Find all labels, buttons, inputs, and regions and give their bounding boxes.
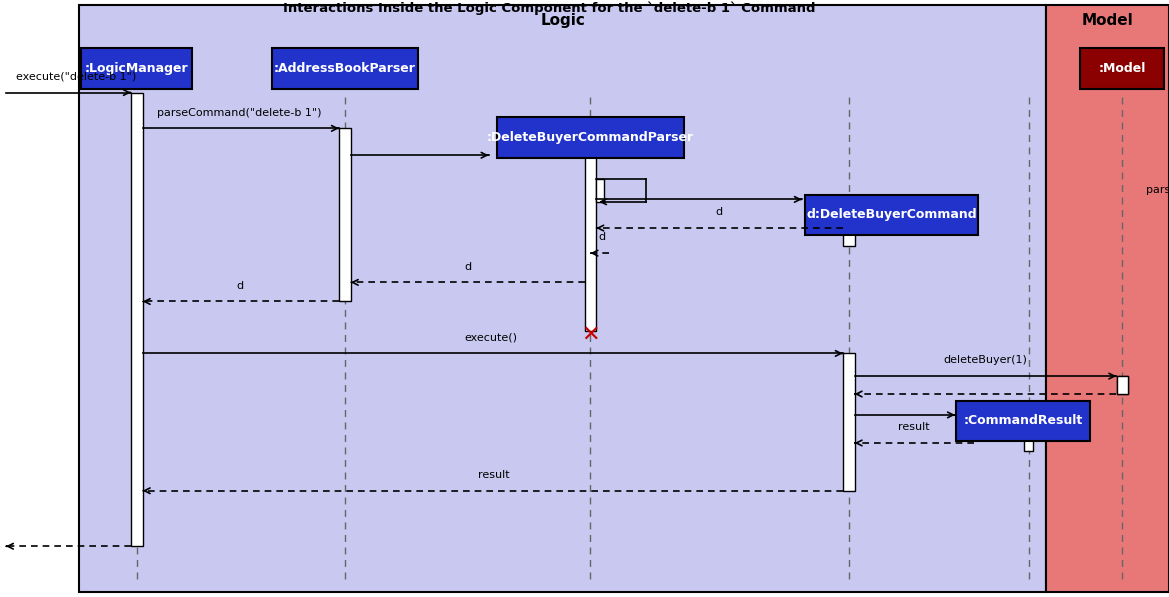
Text: :LogicManager: :LogicManager	[85, 62, 188, 75]
Text: parse("1"): parse("1")	[1147, 186, 1169, 195]
FancyBboxPatch shape	[271, 48, 417, 89]
FancyBboxPatch shape	[339, 128, 351, 301]
Text: :Model: :Model	[1099, 62, 1146, 75]
Text: d: d	[464, 261, 471, 272]
Text: d:DeleteBuyerCommand: d:DeleteBuyerCommand	[807, 208, 977, 221]
Text: :CommandResult: :CommandResult	[963, 414, 1082, 427]
Text: execute(): execute()	[464, 333, 518, 343]
FancyBboxPatch shape	[1046, 5, 1169, 592]
FancyBboxPatch shape	[595, 179, 603, 202]
FancyBboxPatch shape	[131, 93, 143, 546]
FancyBboxPatch shape	[805, 195, 978, 235]
FancyBboxPatch shape	[1116, 376, 1127, 394]
Text: d: d	[236, 281, 243, 291]
Text: Interactions Inside the Logic Component for the `delete-b 1` Command: Interactions Inside the Logic Component …	[283, 1, 816, 15]
Text: result: result	[477, 470, 510, 480]
FancyBboxPatch shape	[843, 199, 855, 246]
FancyBboxPatch shape	[584, 155, 596, 331]
Text: result: result	[898, 422, 931, 432]
FancyBboxPatch shape	[1080, 48, 1164, 89]
Text: parseCommand("delete-b 1"): parseCommand("delete-b 1")	[158, 107, 321, 118]
FancyBboxPatch shape	[843, 353, 855, 491]
Text: Model: Model	[1081, 13, 1134, 29]
Text: execute("delete-b 1"): execute("delete-b 1")	[16, 72, 136, 82]
FancyBboxPatch shape	[1024, 415, 1033, 451]
FancyBboxPatch shape	[497, 117, 684, 158]
FancyBboxPatch shape	[1116, 376, 1127, 394]
Text: :DeleteBuyerCommandParser: :DeleteBuyerCommandParser	[486, 131, 694, 144]
FancyBboxPatch shape	[79, 5, 1046, 592]
Text: Logic: Logic	[540, 13, 586, 29]
Text: d: d	[599, 232, 606, 242]
Text: :AddressBookParser: :AddressBookParser	[274, 62, 416, 75]
FancyBboxPatch shape	[956, 401, 1091, 441]
FancyBboxPatch shape	[82, 48, 192, 89]
Text: deleteBuyer(1): deleteBuyer(1)	[943, 355, 1028, 365]
Text: ✕: ✕	[581, 324, 600, 344]
Text: d: d	[715, 207, 722, 217]
